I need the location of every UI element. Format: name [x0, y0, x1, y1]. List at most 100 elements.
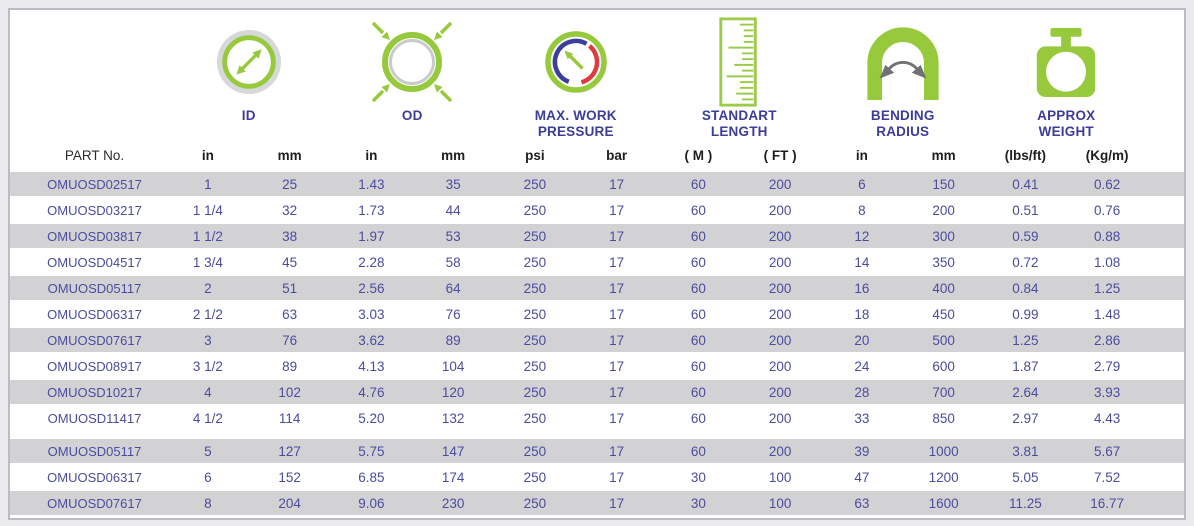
value-cell: 17: [609, 469, 625, 485]
value-cell: 2.97: [1012, 410, 1039, 426]
table-row: OMUOSD05117 2 51 2.56 64 250 17 60 200 16 400 0.84 1…: [10, 276, 1184, 300]
value-cell: 3.62: [358, 332, 385, 348]
value-cell: 200: [768, 332, 792, 348]
group-label-weight: APPROX WEIGHT: [1037, 108, 1096, 139]
value-cell: 60: [690, 254, 706, 270]
value-cell: 450: [932, 306, 955, 322]
unit-label: (lbs/ft): [1004, 147, 1046, 163]
value-cell: 250: [523, 495, 547, 511]
value-cell: 6.85: [358, 469, 385, 485]
value-cell: 4: [204, 384, 212, 400]
value-cell: 60: [690, 228, 706, 244]
value-cell: 200: [768, 443, 792, 459]
value-cell: 250: [523, 443, 547, 459]
value-cell: 0.41: [1012, 176, 1039, 192]
value-cell: 200: [768, 254, 792, 270]
value-cell: 230: [441, 495, 465, 511]
value-cell: 152: [278, 469, 301, 485]
value-cell: 0.72: [1012, 254, 1039, 270]
value-cell: 0.84: [1012, 280, 1039, 296]
value-cell: 250: [523, 254, 547, 270]
value-cell: 200: [768, 410, 792, 426]
value-cell: 250: [523, 358, 547, 374]
value-cell: 64: [445, 280, 461, 296]
ruler-icon: [712, 16, 766, 108]
table-row: OMUOSD05117 5 127 5.75 147 250 17 60 200 39 1000 3.…: [10, 439, 1184, 463]
value-cell: 5.75: [358, 443, 385, 459]
value-cell: 17: [609, 280, 625, 296]
value-cell: 600: [932, 358, 955, 374]
value-cell: 1.08: [1093, 254, 1121, 270]
value-cell: 5.05: [1012, 469, 1039, 485]
value-cell: 35: [445, 176, 461, 192]
unit-label: (Kg/m): [1085, 147, 1129, 163]
value-cell: 76: [445, 306, 461, 322]
value-cell: 1 3/4: [192, 254, 223, 270]
value-cell: 1.97: [358, 228, 385, 244]
table-row: OMUOSD03217 1 1/4 32 1.73 44 250 17 60 200 8 200 0.…: [10, 198, 1184, 222]
value-cell: 7.52: [1093, 469, 1121, 485]
value-cell: 60: [690, 443, 706, 459]
value-cell: 200: [768, 384, 792, 400]
unit-label: in: [855, 147, 868, 163]
value-cell: 20: [854, 332, 870, 348]
value-cell: 200: [768, 202, 792, 218]
value-cell: 204: [278, 495, 301, 511]
value-cell: 9.06: [358, 495, 385, 511]
value-cell: 12: [854, 228, 870, 244]
table-row: OMUOSD02517 1 25 1.43 35 250 17 60 200 6 150 0.41 0.…: [10, 172, 1184, 196]
value-cell: 11.25: [1008, 495, 1042, 511]
column-group-bending: BENDING RADIUS: [821, 16, 985, 140]
column-group-weight: APPROX WEIGHT: [985, 16, 1149, 140]
table-row: OMUOSD10217 4 102 4.76 120 250 17 60 200 28 700 2.6…: [10, 380, 1184, 404]
value-cell: 850: [932, 410, 955, 426]
value-cell: 102: [278, 384, 301, 400]
value-cell: 60: [690, 384, 706, 400]
value-cell: 1200: [928, 469, 959, 485]
outer-diameter-icon: [368, 16, 456, 108]
part-number: OMUOSD04517: [47, 254, 142, 270]
value-cell: 5.20: [358, 410, 385, 426]
value-cell: 33: [854, 410, 870, 426]
value-cell: 100: [768, 495, 792, 511]
value-cell: 14: [854, 254, 870, 270]
value-cell: 2.64: [1012, 384, 1039, 400]
unit-label: mm: [931, 147, 956, 163]
value-cell: 5: [204, 443, 212, 459]
value-cell: 250: [523, 176, 547, 192]
value-cell: 63: [854, 495, 870, 511]
value-cell: 250: [523, 332, 547, 348]
value-cell: 200: [932, 202, 955, 218]
group-label-od: OD: [401, 108, 423, 123]
value-cell: 147: [441, 443, 465, 459]
value-cell: 250: [523, 202, 547, 218]
value-cell: 17: [609, 443, 625, 459]
part-number: OMUOSD10217: [47, 384, 142, 400]
value-cell: 250: [523, 306, 547, 322]
part-number: OMUOSD08917: [47, 358, 142, 374]
table-row: OMUOSD08917 3 1/2 89 4.13 104 250 17 60 200 24 600…: [10, 354, 1184, 378]
value-cell: 3.81: [1012, 443, 1039, 459]
value-cell: 3.03: [358, 306, 385, 322]
value-cell: 2 1/2: [192, 306, 223, 322]
column-group-id: ID: [167, 16, 331, 140]
value-cell: 0.88: [1093, 228, 1121, 244]
part-number: OMUOSD02517: [47, 176, 142, 192]
value-cell: 30: [690, 469, 706, 485]
value-cell: 28: [854, 384, 870, 400]
inner-diameter-icon: [215, 16, 283, 108]
value-cell: 104: [441, 358, 465, 374]
value-cell: 1.43: [358, 176, 385, 192]
value-cell: 47: [854, 469, 870, 485]
value-cell: 1600: [928, 495, 959, 511]
group-label-id: ID: [241, 108, 256, 123]
value-cell: 1000: [928, 443, 959, 459]
value-cell: 1 1/2: [192, 228, 223, 244]
part-number: OMUOSD06317: [47, 469, 142, 485]
value-cell: 2.86: [1093, 332, 1121, 348]
value-cell: 2.79: [1093, 358, 1121, 374]
value-cell: 150: [932, 176, 955, 192]
unit-label: bar: [606, 147, 628, 163]
value-cell: 45: [282, 254, 298, 270]
value-cell: 2: [204, 280, 212, 296]
